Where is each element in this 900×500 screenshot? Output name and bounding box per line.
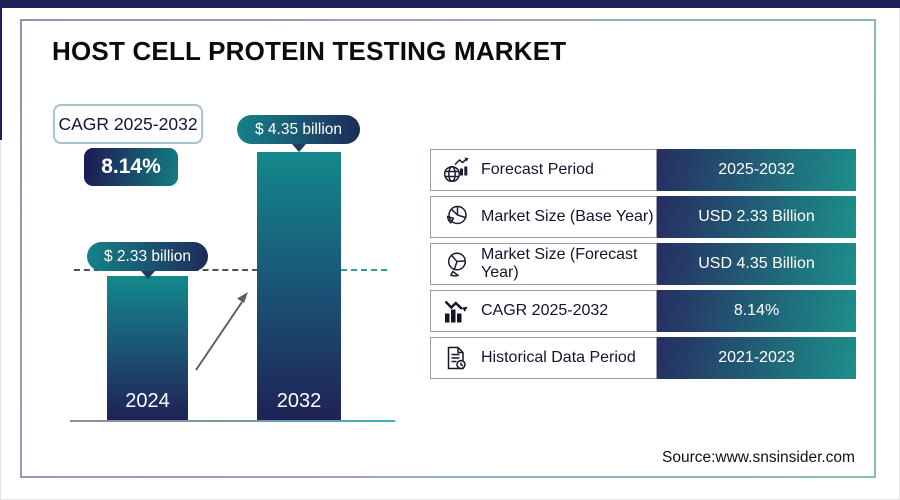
table-value-cell: 2025-2032 [657, 149, 856, 191]
cagr-value-badge: 8.14% [84, 148, 178, 186]
table-value-text: 2021-2023 [718, 349, 795, 366]
bar-2024: 2024 [107, 276, 188, 420]
table-label-text: Historical Data Period [481, 349, 636, 366]
bar-value-bubble-2024: $ 2.33 billion [87, 242, 208, 271]
bar-value-label-2024: $ 2.33 billion [103, 247, 192, 265]
cagr-value-text: 8.14% [101, 155, 161, 178]
growth-arrow-icon [195, 292, 248, 371]
x-axis-baseline [70, 420, 395, 422]
table-value-text: USD 4.35 Billion [698, 255, 815, 272]
page-title: HOST CELL PROTEIN TESTING MARKET [52, 36, 567, 66]
table-label-cell: Market Size (Forecast Year) [430, 243, 657, 285]
table-value-text: 8.14% [733, 302, 780, 319]
bar-value-bubble-2032: $ 4.35 billion [237, 115, 360, 144]
table-row: Historical Data Period 2021-2023 [430, 337, 856, 379]
table-label-cell: CAGR 2025-2032 [430, 290, 657, 332]
top-accent-bar [0, 0, 900, 8]
table-label-text: Forecast Period [481, 161, 594, 178]
bar-chart-trend-icon [444, 300, 468, 323]
table-value-text: 2025-2032 [718, 161, 795, 178]
pie-chart-segment-icon [447, 252, 467, 277]
table-value-cell: 2021-2023 [657, 337, 856, 379]
table-value-cell: USD 2.33 Billion [657, 196, 856, 238]
source-attribution: Source:www.snsinsider.com [662, 449, 855, 466]
pie-chart-icon [446, 205, 467, 225]
cagr-period-label: CAGR 2025-2032 [53, 104, 203, 144]
table-label-cell: Forecast Period [430, 149, 657, 191]
table-row: Forecast Period 2025-2032 [430, 149, 856, 191]
table-label-text: CAGR 2025-2032 [481, 302, 609, 319]
table-label-text: Market Size (Base Year) [481, 208, 654, 225]
bar-2032: 2032 [257, 152, 341, 420]
reference-dashed-line-right [341, 269, 387, 271]
table-row: CAGR 2025-2032 8.14% [430, 290, 856, 332]
table-value-cell: 8.14% [657, 290, 856, 332]
table-row: Market Size (Forecast Year) USD 4.35 Bil… [430, 243, 856, 285]
table-value-text: USD 2.33 Billion [698, 208, 815, 225]
table-label-cell: Market Size (Base Year) [430, 196, 657, 238]
table-row: Market Size (Base Year) USD 2.33 Billion [430, 196, 856, 238]
bar-category-label-2032: 2032 [276, 390, 322, 412]
table-value-cell: USD 4.35 Billion [657, 243, 856, 285]
globe-growth-icon [443, 157, 469, 183]
table-label-text: Market Size (Forecast Year) [481, 246, 638, 281]
cagr-period-text: CAGR 2025-2032 [58, 113, 198, 134]
table-label-cell: Historical Data Period [430, 337, 657, 379]
document-clock-icon [447, 346, 466, 370]
left-accent-bar [0, 0, 2, 140]
bar-value-label-2032: $ 4.35 billion [254, 120, 343, 138]
bar-category-label-2024: 2024 [125, 390, 170, 412]
